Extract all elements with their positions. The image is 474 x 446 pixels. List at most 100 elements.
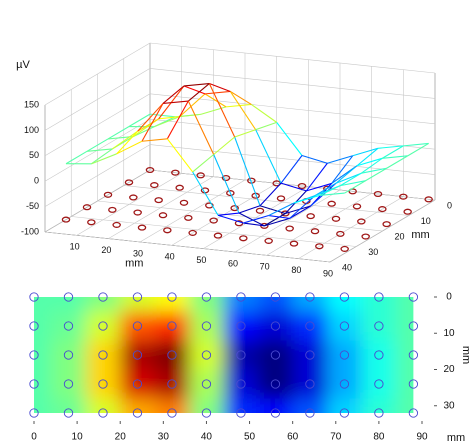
heatmap-cell <box>85 369 121 399</box>
x-axis-label: mm <box>447 432 465 444</box>
y-tick-label: 30 <box>368 247 378 257</box>
electrode <box>357 218 366 225</box>
electrode <box>167 292 177 302</box>
electrode <box>61 216 71 223</box>
surface-segment <box>116 130 139 155</box>
electrode <box>63 292 74 302</box>
electrode <box>158 212 168 219</box>
electrode <box>236 408 246 418</box>
surface-segment <box>187 100 215 155</box>
electrode <box>29 292 39 302</box>
electrode <box>373 190 383 198</box>
heatmap-cell <box>361 369 397 399</box>
electrode <box>339 350 350 360</box>
electrode <box>29 379 39 389</box>
electrode <box>306 213 315 220</box>
surface-segment <box>187 83 210 102</box>
electrode <box>361 233 370 240</box>
electrode <box>98 350 108 360</box>
heatmap-cell <box>34 369 52 399</box>
electrode <box>145 166 155 174</box>
electrode <box>408 350 419 360</box>
electrode <box>270 379 281 389</box>
heatmap-cell <box>154 340 190 370</box>
electrode <box>167 350 177 360</box>
electrode <box>399 193 408 200</box>
heatmap-cell <box>292 297 328 312</box>
heatmap-cell <box>396 311 414 341</box>
surface-segment <box>305 162 328 192</box>
surface-segment <box>293 194 320 204</box>
heatmap-cell <box>223 340 259 370</box>
electrode <box>305 408 315 418</box>
surface-segment <box>179 113 201 118</box>
surface-segment <box>382 155 408 159</box>
heatmap-cell <box>34 311 52 341</box>
x-tick-label: 60 <box>228 258 238 268</box>
surface-segment <box>331 155 354 184</box>
electrode <box>132 408 143 418</box>
surface-segment <box>183 82 210 87</box>
electrode <box>201 408 212 418</box>
electrode <box>213 232 223 239</box>
electrode <box>403 208 412 215</box>
electrode <box>315 243 324 250</box>
x-tick-label: 20 <box>101 245 111 255</box>
heatmap-cell <box>51 340 87 370</box>
grid-line <box>97 200 383 232</box>
electrode <box>374 321 384 331</box>
surface-segment <box>356 147 379 167</box>
grid-line <box>149 118 436 150</box>
electrode <box>98 379 108 389</box>
x-tick-label: 50 <box>244 432 256 443</box>
surface-segment <box>319 185 341 196</box>
z-tick-label: -50 <box>26 201 39 211</box>
heatmap-cell <box>85 311 121 341</box>
surface-segment <box>162 85 185 104</box>
electrode <box>184 214 193 221</box>
electrode <box>154 197 163 204</box>
y-tick-label: 10 <box>443 328 455 339</box>
heatmap-plot: 0 10 20 30 40 50 60 70 80 90 mm 0 10 20 30 mm <box>29 292 472 444</box>
electrode <box>305 379 315 389</box>
heatmap-cell <box>327 369 363 399</box>
heatmap-cell <box>258 311 294 341</box>
surface-segment <box>335 172 362 184</box>
y-tick-label: 30 <box>443 400 455 411</box>
heatmap-cell <box>361 297 397 312</box>
electrode <box>270 321 281 331</box>
electrode <box>63 350 74 360</box>
grid-line <box>149 93 436 125</box>
heatmap-cell <box>396 297 414 312</box>
electrode <box>305 292 315 302</box>
electrode <box>378 206 387 213</box>
surface-segment <box>166 138 194 173</box>
electrode <box>339 292 350 302</box>
electrode <box>133 209 142 216</box>
heatmap-cell <box>292 340 328 370</box>
grid-line <box>71 216 357 247</box>
heatmap-cell <box>154 398 190 413</box>
surface-segment <box>382 145 404 159</box>
x-tick-label: 10 <box>72 432 84 443</box>
heatmap-cell <box>154 297 190 312</box>
surface-segment <box>340 180 366 187</box>
surface-segment <box>306 182 332 192</box>
electrode <box>374 350 384 360</box>
electrode <box>331 215 341 222</box>
heatmap-cell <box>189 297 225 312</box>
heatmap-cell <box>120 369 156 399</box>
surface-segment <box>209 83 231 92</box>
x-tick-label: 90 <box>323 268 333 278</box>
electrode <box>201 292 212 302</box>
electrode <box>196 172 205 179</box>
x-tick-label: 60 <box>287 432 299 443</box>
heatmap-cell <box>85 297 121 312</box>
heatmap-cell <box>51 311 87 341</box>
surface-plot: -100 -50 0 50 100 150 10 20 30 40 50 60 70 80 90 0 10 20 3… <box>16 42 452 278</box>
surface-segment <box>340 172 362 187</box>
surface-segment <box>361 157 383 174</box>
electrode <box>188 229 197 236</box>
surface-segment <box>141 103 164 142</box>
x-tick-label: 40 <box>165 252 175 262</box>
